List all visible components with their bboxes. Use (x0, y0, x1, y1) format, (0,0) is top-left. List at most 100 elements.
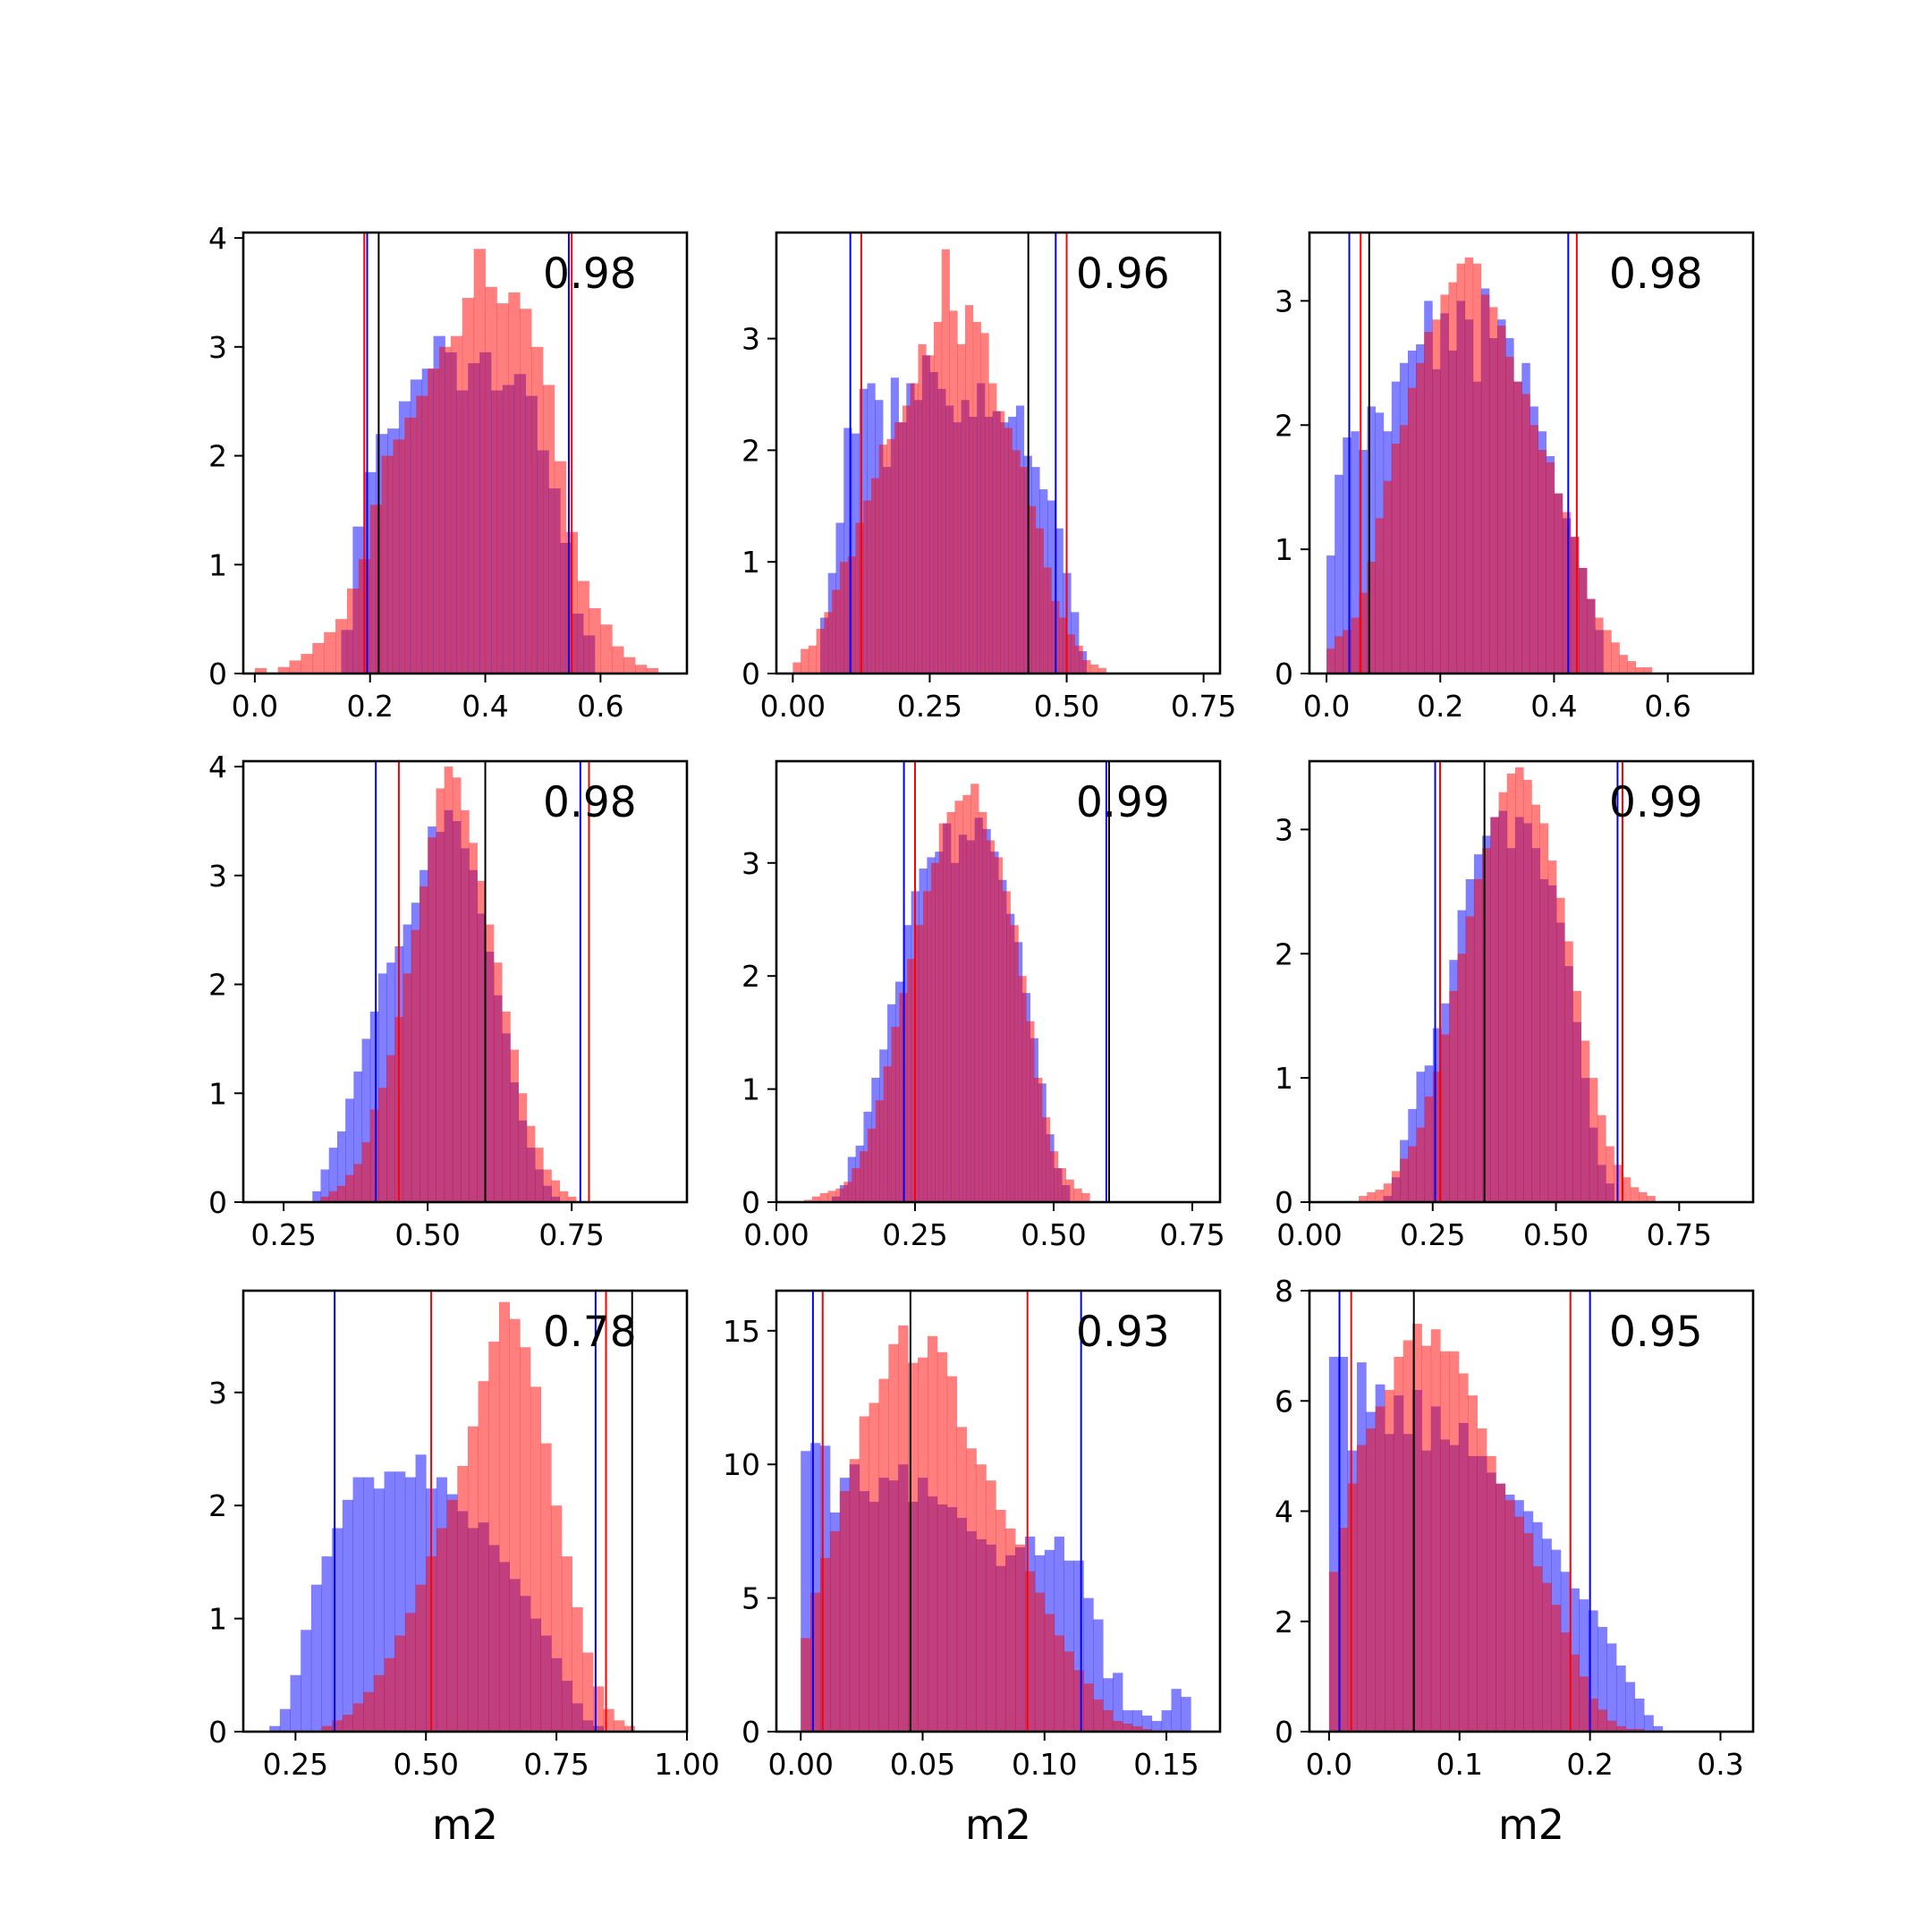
red-histogram-bar (612, 646, 624, 674)
axes-frame (1308, 231, 1755, 675)
plot-area (1328, 1291, 1664, 1732)
red-histogram-bar (542, 385, 555, 674)
red-histogram-bar (1335, 636, 1343, 674)
red-histogram-bar (1018, 976, 1027, 1202)
red-histogram-bar (946, 811, 955, 1202)
red-histogram-bar (927, 1335, 938, 1732)
y-tick-label: 1 (741, 545, 760, 580)
red-histogram-bar (1578, 567, 1588, 674)
red-histogram-bar (867, 1128, 877, 1202)
red-histogram-bar (277, 666, 290, 674)
red-histogram-bar (792, 662, 801, 674)
red-histogram-bar (428, 837, 436, 1202)
red-histogram-bar (1004, 428, 1013, 674)
red-histogram-bar (462, 298, 475, 674)
axes-frame (242, 1289, 689, 1733)
red-histogram-bar (1054, 1635, 1064, 1732)
red-histogram-bar (1131, 1726, 1143, 1732)
red-histogram-bar (965, 305, 974, 674)
y-tick-label: 15 (723, 1314, 760, 1349)
red-histogram-bar (509, 1318, 521, 1732)
red-histogram-bar (1065, 1179, 1074, 1202)
red-histogram-bar (469, 843, 478, 1202)
panel-5: 0.00 0.25 0.50 0.75 0 1 2 3 0.99 (741, 759, 1225, 1252)
red-histogram-bar (1477, 1428, 1487, 1732)
red-histogram-bar (452, 777, 462, 1202)
blue-histogram-bar (345, 1098, 354, 1202)
red-histogram-bar (1448, 282, 1457, 674)
red-histogram-bar (908, 1362, 919, 1732)
x-tick-label: 0.4 (462, 689, 508, 724)
blue-histogram-bar (1093, 1619, 1104, 1732)
red-histogram-bar (520, 309, 532, 674)
red-histogram-bar (918, 1357, 928, 1732)
red-histogram-bar (1531, 804, 1540, 1202)
red-histogram-bar (1635, 667, 1645, 674)
red-histogram-bar (1073, 1670, 1084, 1732)
red-histogram-bar (801, 1638, 811, 1732)
blue-histogram-bar (1181, 1697, 1191, 1732)
axes-frame (775, 1289, 1222, 1733)
red-histogram-bar (1090, 665, 1099, 674)
red-histogram-bar (1432, 319, 1441, 674)
y-tick-label: 2 (208, 1488, 227, 1523)
blue-histogram-bar (328, 1148, 338, 1202)
red-histogram-bar (930, 862, 940, 1202)
red-histogram-bar (1523, 779, 1532, 1202)
red-histogram-bar (1639, 1191, 1648, 1202)
blue-histogram-bar (801, 1451, 811, 1732)
red-histogram-bar (898, 1325, 909, 1732)
red-histogram-bar (623, 657, 636, 674)
red-histogram-bar (589, 607, 601, 674)
red-histogram-bar (1647, 1196, 1656, 1202)
red-histogram-bar (847, 555, 856, 674)
red-histogram-bar (1347, 1483, 1358, 1732)
blue-histogram-bar (310, 1584, 322, 1732)
red-histogram-bar (1464, 257, 1474, 674)
red-histogram-bar (1556, 897, 1565, 1202)
red-histogram-bar (485, 286, 497, 674)
red-histogram-bar (1416, 1127, 1426, 1202)
x-tick-label: 0.25 (897, 689, 962, 724)
red-histogram-bar (381, 455, 394, 674)
red-histogram-bar (603, 1708, 614, 1732)
blue-histogram-bar (290, 1674, 301, 1732)
red-histogram-bar (1351, 617, 1360, 674)
red-histogram-bar (811, 1196, 821, 1202)
red-histogram-bar (972, 321, 981, 674)
blue-histogram-bar (321, 1556, 333, 1732)
blue-histogram-bar (843, 428, 852, 674)
red-histogram-bar (1063, 1651, 1074, 1732)
y-tick-label: 1 (208, 547, 227, 582)
red-histogram-bar (1044, 1614, 1055, 1732)
y-tick-label: 2 (208, 968, 227, 1003)
red-histogram-bar (477, 880, 487, 1202)
red-histogram-bar (312, 642, 325, 674)
blue-histogram-bar (353, 1071, 362, 1202)
blue-histogram-bar (1103, 1678, 1114, 1732)
blue-histogram-bar (361, 1038, 371, 1202)
annotation: 0.96 (1076, 250, 1170, 299)
x-tick-label: 0.50 (1021, 1217, 1086, 1252)
blue-histogram-bar (1653, 1725, 1664, 1732)
red-histogram-bar (902, 405, 911, 674)
annotation: 0.95 (1609, 1308, 1703, 1357)
red-histogram-bar (1430, 1329, 1441, 1732)
red-histogram-bar (1074, 645, 1083, 674)
y-tick-label: 0 (1275, 1185, 1293, 1220)
red-histogram-bar (328, 1191, 338, 1202)
plot-area (801, 1291, 1191, 1732)
red-histogram-bar (1551, 1605, 1562, 1732)
red-histogram-bar (808, 645, 818, 674)
y-tick-label: 0 (1275, 657, 1293, 691)
red-histogram-bar (894, 422, 903, 674)
red-histogram-bar (1615, 1725, 1626, 1732)
y-tick-label: 3 (208, 859, 227, 894)
red-histogram-bar (530, 1386, 542, 1732)
red-histogram-bar (1385, 1389, 1394, 1732)
red-histogram-bar (910, 383, 919, 674)
x-axis-label: m2 (1498, 1801, 1564, 1849)
red-histogram-bar (1622, 1177, 1631, 1202)
red-histogram-bar (526, 1125, 536, 1202)
x-tick-label: 0.15 (1133, 1747, 1199, 1782)
